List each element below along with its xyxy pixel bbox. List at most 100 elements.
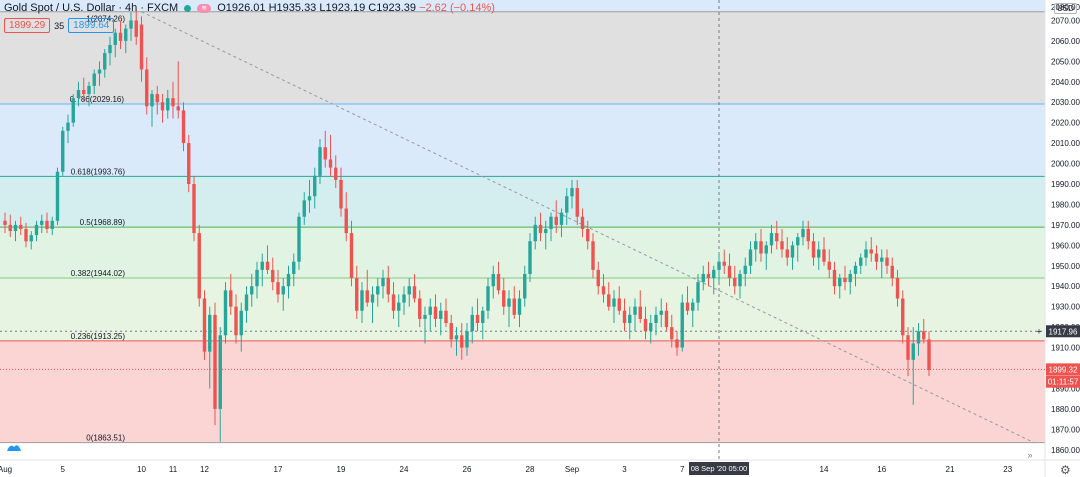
candle-body[interactable] xyxy=(575,188,579,217)
candle-body[interactable] xyxy=(45,220,49,229)
candle-body[interactable] xyxy=(874,253,879,262)
candle-body[interactable] xyxy=(780,241,784,250)
candle-body[interactable] xyxy=(607,294,611,307)
candle-body[interactable] xyxy=(281,286,285,295)
candle-body[interactable] xyxy=(533,224,537,242)
candle-body[interactable] xyxy=(549,216,553,229)
candle-body[interactable] xyxy=(454,335,459,340)
symbol-title[interactable]: Gold Spot / U.S. Dollar · 4h · FXCM xyxy=(4,2,179,14)
candle-body[interactable] xyxy=(176,106,180,111)
candle-body[interactable] xyxy=(654,314,658,324)
candle-body[interactable] xyxy=(796,237,800,246)
candle-body[interactable] xyxy=(481,310,485,324)
candle-body[interactable] xyxy=(586,228,590,242)
candle-body[interactable] xyxy=(318,147,322,176)
candle-body[interactable] xyxy=(596,269,600,287)
candle-body[interactable] xyxy=(848,273,852,283)
candle-body[interactable] xyxy=(360,290,364,311)
settings-gear-icon[interactable]: ⚙ xyxy=(1060,463,1071,477)
currency-label[interactable]: USD xyxy=(1054,3,1077,14)
candle-body[interactable] xyxy=(738,273,742,287)
candle-body[interactable] xyxy=(260,261,264,270)
candle-body[interactable] xyxy=(638,306,642,319)
candle-body[interactable] xyxy=(150,94,154,107)
candle-body[interactable] xyxy=(13,224,18,232)
tradingview-logo-icon[interactable] xyxy=(6,441,22,453)
candle-body[interactable] xyxy=(208,314,212,352)
candle-body[interactable] xyxy=(696,282,700,303)
candle-body[interactable] xyxy=(292,261,296,274)
candle-body[interactable] xyxy=(570,188,574,197)
candle-body[interactable] xyxy=(103,53,107,70)
candle-body[interactable] xyxy=(370,294,375,303)
candle-body[interactable] xyxy=(433,306,438,319)
candle-body[interactable] xyxy=(407,286,411,295)
candle-body[interactable] xyxy=(381,278,385,287)
candle-body[interactable] xyxy=(722,261,726,266)
add-price-plus-icon[interactable]: + xyxy=(1036,326,1041,336)
candle-body[interactable] xyxy=(229,290,233,307)
candle-body[interactable] xyxy=(118,32,123,41)
candle-body[interactable] xyxy=(444,310,448,324)
candle-body[interactable] xyxy=(155,94,159,103)
candle-body[interactable] xyxy=(97,69,102,74)
candle-body[interactable] xyxy=(418,298,422,319)
candle-body[interactable] xyxy=(491,273,495,287)
events-icon[interactable]: ≋ xyxy=(197,3,212,13)
candle-body[interactable] xyxy=(685,302,690,311)
candle-body[interactable] xyxy=(439,310,443,319)
candle-body[interactable] xyxy=(591,241,595,270)
candle-body[interactable] xyxy=(19,224,23,229)
scroll-forward-icon[interactable]: » xyxy=(1027,450,1032,460)
candle-body[interactable] xyxy=(712,269,716,279)
candle-body[interactable] xyxy=(764,245,768,254)
candle-body[interactable] xyxy=(87,85,91,95)
candle-body[interactable] xyxy=(92,73,96,86)
candle-body[interactable] xyxy=(769,233,774,246)
candle-body[interactable] xyxy=(790,245,795,258)
candle-body[interactable] xyxy=(502,290,506,307)
candle-body[interactable] xyxy=(869,249,873,254)
candle-body[interactable] xyxy=(66,122,70,131)
candle-body[interactable] xyxy=(297,216,301,262)
candle-body[interactable] xyxy=(34,224,39,236)
candle-body[interactable] xyxy=(397,302,401,311)
candle-body[interactable] xyxy=(365,290,369,303)
candle-body[interactable] xyxy=(187,143,191,184)
candle-body[interactable] xyxy=(901,298,905,336)
candle-body[interactable] xyxy=(344,208,348,234)
candle-body[interactable] xyxy=(617,298,621,311)
candle-body[interactable] xyxy=(528,241,532,274)
candle-body[interactable] xyxy=(391,294,396,311)
candle-body[interactable] xyxy=(181,110,186,144)
candle-body[interactable] xyxy=(192,184,196,234)
candle-body[interactable] xyxy=(470,314,474,332)
candle-body[interactable] xyxy=(864,249,868,258)
candle-body[interactable] xyxy=(680,302,684,348)
candle-body[interactable] xyxy=(234,306,238,336)
candle-body[interactable] xyxy=(580,216,585,229)
candle-body[interactable] xyxy=(423,314,427,319)
candle-body[interactable] xyxy=(817,249,821,258)
candle-body[interactable] xyxy=(733,278,737,287)
candle-body[interactable] xyxy=(486,286,490,311)
candle-body[interactable] xyxy=(29,235,33,242)
candle-body[interactable] xyxy=(691,302,695,311)
candle-body[interactable] xyxy=(706,273,711,279)
candle-body[interactable] xyxy=(507,298,511,307)
candle-body[interactable] xyxy=(701,273,705,283)
candle-body[interactable] xyxy=(76,89,81,99)
candle-body[interactable] xyxy=(916,331,921,344)
candle-body[interactable] xyxy=(145,69,149,107)
candle-body[interactable] xyxy=(927,339,931,371)
candle-body[interactable] xyxy=(748,249,753,266)
candle-body[interactable] xyxy=(822,249,826,262)
candle-body[interactable] xyxy=(911,343,915,360)
candle-body[interactable] xyxy=(559,212,564,225)
candle-body[interactable] xyxy=(544,228,548,234)
candle-body[interactable] xyxy=(3,220,7,225)
candle-body[interactable] xyxy=(827,261,831,270)
candle-body[interactable] xyxy=(24,228,28,242)
candle-body[interactable] xyxy=(890,265,894,279)
